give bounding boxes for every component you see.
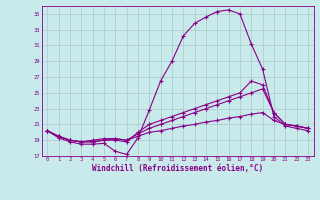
X-axis label: Windchill (Refroidissement éolien,°C): Windchill (Refroidissement éolien,°C) [92,164,263,173]
